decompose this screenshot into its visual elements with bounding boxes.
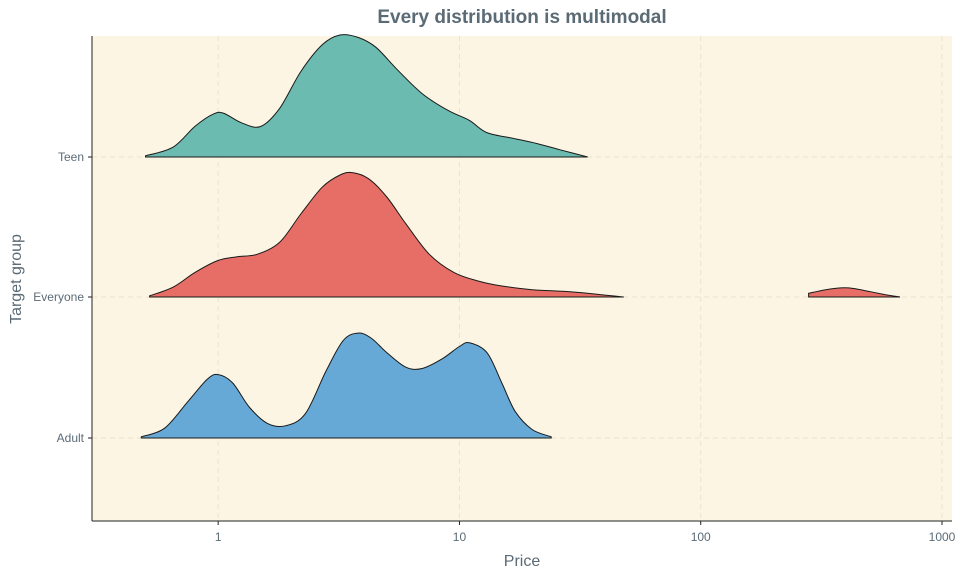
x-tick-label-1000: 1000 [929, 530, 956, 544]
y-axis-title: Target group [8, 234, 25, 324]
ridges [140, 34, 901, 439]
chart-title: Every distribution is multimodal [377, 7, 666, 28]
y-ticks: Adult Everyone Teen [33, 150, 92, 445]
ridge-adult [140, 332, 552, 439]
x-ticks: 1 10 100 1000 [215, 521, 956, 544]
y-tick-label-teen: Teen [58, 150, 84, 164]
ridge-everyone-part-1 [149, 171, 624, 298]
x-tick-label-10: 10 [453, 530, 467, 544]
ridge-teen [145, 34, 588, 158]
x-axis-title: Price [504, 553, 541, 570]
ridge-everyone-part-3 [808, 287, 901, 298]
y-tick-label-everyone: Everyone [33, 290, 84, 304]
y-tick-label-adult: Adult [57, 431, 85, 445]
x-tick-label-100: 100 [691, 530, 711, 544]
x-tick-label-1: 1 [215, 530, 222, 544]
